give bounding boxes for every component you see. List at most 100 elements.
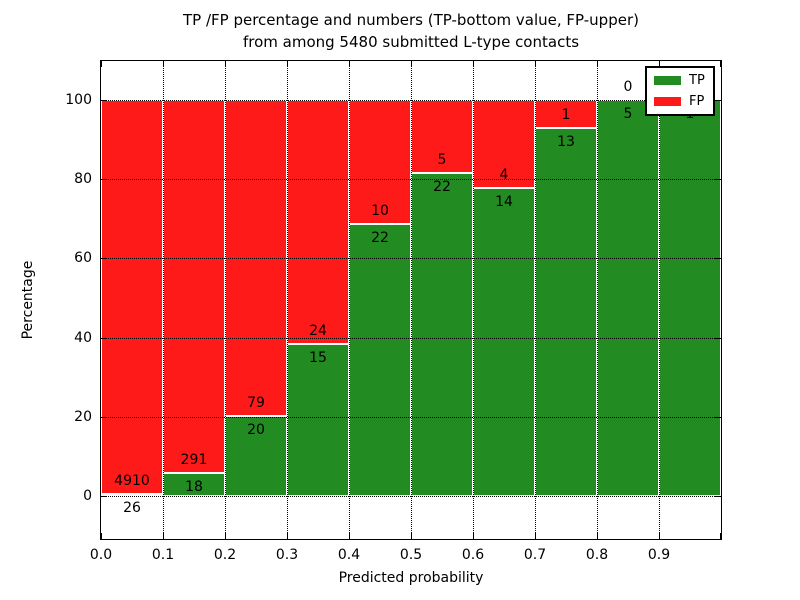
y-tick-mark	[715, 496, 721, 497]
y-tick-mark	[715, 337, 721, 339]
x-tick-mark	[101, 533, 102, 539]
x-tick-mark	[349, 61, 350, 67]
y-tick-mark	[101, 337, 107, 339]
v-gridline	[535, 61, 536, 539]
x-tick-mark	[163, 61, 164, 67]
bar-segment-tp	[349, 223, 411, 496]
tp-count-label: 14	[495, 193, 513, 210]
bar-segment-tp	[225, 416, 287, 496]
x-tick-label: 0.8	[585, 547, 609, 563]
y-tick-label: 40	[74, 329, 92, 346]
y-tick-mark	[715, 100, 721, 101]
x-tick-label: 0.9	[647, 547, 671, 563]
tp-count-label: 20	[247, 422, 265, 438]
x-tick-mark	[597, 61, 598, 67]
y-tick-label: 100	[65, 92, 92, 108]
x-tick-mark	[659, 61, 660, 67]
chart-title-line2: from among 5480 submitted L-type contact…	[242, 33, 580, 51]
tp-count-label: 26	[123, 499, 141, 516]
v-gridline	[411, 61, 412, 539]
legend-entry-tp: TP	[654, 74, 706, 87]
x-tick-mark	[101, 61, 102, 67]
x-tick-label: 0.6	[461, 547, 485, 563]
chart-title-line1: TP /FP percentage and numbers (TP-bottom…	[183, 11, 639, 29]
x-tick-mark	[411, 533, 412, 539]
x-tick-mark	[597, 533, 598, 539]
v-gridline	[163, 61, 164, 539]
x-tick-label: 0.1	[151, 547, 175, 563]
fp-count-label: 5	[437, 152, 447, 169]
y-tick-mark	[101, 179, 107, 181]
x-tick-mark	[473, 61, 474, 67]
x-tick-mark	[535, 61, 536, 67]
legend-label-tp: TP	[689, 73, 705, 88]
y-tick-mark	[715, 416, 721, 418]
y-tick-mark	[715, 179, 721, 181]
fp-count-label: 4	[499, 166, 509, 183]
x-tick-mark	[411, 61, 412, 67]
legend: TP FP	[645, 66, 715, 116]
bar-segment-tp	[411, 173, 473, 496]
x-tick-mark	[163, 533, 164, 539]
y-tick-label: 20	[74, 408, 92, 425]
legend-label-fp: FP	[689, 94, 705, 109]
v-gridline	[287, 61, 288, 539]
x-tick-label: 0.7	[523, 547, 547, 563]
x-tick-mark	[473, 533, 474, 539]
x-tick-label: 0.5	[399, 547, 423, 563]
v-gridline	[473, 61, 474, 539]
x-tick-label: 0.2	[213, 547, 237, 563]
x-tick-mark	[287, 61, 288, 67]
x-tick-mark	[659, 533, 660, 539]
y-tick-mark	[101, 258, 107, 260]
fp-count-label: 1	[561, 107, 571, 124]
y-axis-label: Percentage	[20, 260, 36, 340]
tp-count-label: 22	[433, 179, 451, 196]
bar-segment-tp	[101, 493, 163, 496]
tp-count-label: 13	[557, 134, 575, 151]
tp-count-label: 5	[623, 106, 633, 122]
fp-count-label: 291	[180, 451, 208, 468]
x-tick-mark	[225, 533, 226, 539]
y-tick-mark	[101, 416, 107, 418]
y-tick-label: 80	[74, 171, 92, 188]
y-tick-mark	[715, 258, 721, 260]
fp-count-label: 79	[247, 395, 265, 411]
legend-entry-fp: FP	[654, 95, 706, 108]
y-tick-label: 60	[74, 250, 92, 267]
tp-color-swatch	[654, 76, 681, 85]
x-tick-label: 0.0	[89, 547, 113, 563]
bar-segment-tp	[535, 128, 597, 496]
bar-segment-tp	[473, 187, 535, 496]
bar-segment-fp	[101, 100, 163, 494]
v-gridline	[349, 61, 350, 539]
x-axis-label: Predicted probability	[338, 570, 484, 586]
v-gridline	[659, 61, 660, 539]
x-tick-mark	[720, 533, 721, 539]
x-tick-mark	[535, 533, 536, 539]
x-tick-mark	[720, 61, 721, 67]
bar-segment-fp	[163, 100, 225, 473]
v-gridline	[225, 61, 226, 539]
y-tick-mark	[101, 100, 107, 101]
fp-color-swatch	[654, 97, 681, 106]
x-tick-mark	[225, 61, 226, 67]
x-tick-mark	[349, 533, 350, 539]
fp-count-label: 24	[309, 322, 327, 339]
fp-count-label: 0	[623, 79, 633, 95]
x-tick-label: 0.3	[275, 547, 299, 563]
y-tick-label: 0	[83, 488, 92, 504]
fp-count-label: 4910	[114, 472, 150, 489]
chart-title: TP /FP percentage and numbers (TP-bottom…	[100, 9, 722, 53]
tp-count-label: 18	[185, 478, 203, 495]
x-tick-mark	[287, 533, 288, 539]
tp-count-label: 22	[371, 229, 389, 246]
tp-count-label: 15	[309, 349, 327, 366]
fp-count-label: 10	[371, 202, 389, 219]
x-tick-label: 0.4	[337, 547, 361, 563]
y-tick-mark	[101, 496, 107, 497]
bar-segment-tp	[659, 100, 721, 496]
v-gridline	[597, 61, 598, 539]
bar-segment-fp	[287, 100, 349, 344]
